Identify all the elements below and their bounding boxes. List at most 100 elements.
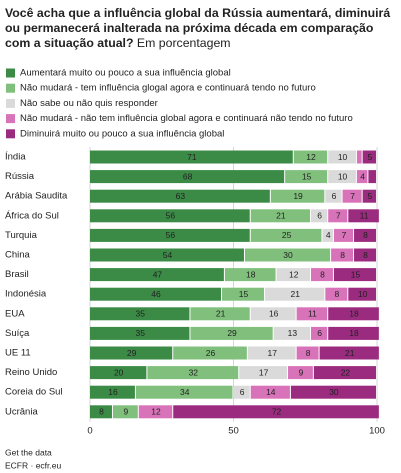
value-label: 29 <box>227 328 237 338</box>
value-label: 7 <box>336 211 341 221</box>
bar-segment <box>173 346 247 360</box>
value-label: 8 <box>306 348 311 358</box>
bar-segment <box>290 385 376 399</box>
bar-segment <box>331 248 354 262</box>
value-label: 8 <box>363 250 368 260</box>
value-label: 5 <box>367 152 372 162</box>
value-label: 6 <box>332 191 337 201</box>
legend-swatch <box>6 68 15 78</box>
bar-segment <box>90 326 190 340</box>
value-label: 10 <box>358 289 368 299</box>
bar-segment <box>90 307 190 321</box>
bar-segment <box>90 287 222 301</box>
bar-segment <box>222 287 265 301</box>
bar-segment <box>328 326 379 340</box>
bar-segment <box>296 307 328 321</box>
value-label: 9 <box>124 407 129 417</box>
bar-segment <box>293 150 328 164</box>
y-tick-label: Coreia do Sul <box>5 387 63 398</box>
value-label: 72 <box>272 407 282 417</box>
legend-swatch <box>6 114 15 124</box>
legend-label: Aumentará muito ou pouco a sua influênci… <box>20 68 231 79</box>
bar-segment <box>310 209 328 223</box>
chart-title: Você acha que a influência global da Rús… <box>5 6 391 50</box>
bar-segment <box>250 385 290 399</box>
y-tick-label: Brasil <box>5 269 29 280</box>
value-label: 15 <box>351 269 361 279</box>
value-label: 54 <box>163 250 173 260</box>
value-label: 20 <box>114 367 124 377</box>
bar-segment <box>319 346 379 360</box>
value-label: 15 <box>302 171 312 181</box>
bar-segment <box>250 307 296 321</box>
value-label: 11 <box>308 309 317 319</box>
bar-segment <box>135 385 233 399</box>
value-label: 22 <box>341 367 351 377</box>
value-label: 18 <box>246 269 256 279</box>
value-label: 10 <box>338 152 348 162</box>
value-label: 18 <box>349 309 359 319</box>
bar-segment <box>313 366 376 380</box>
value-label: 47 <box>153 269 163 279</box>
legend-label: Diminuirá muito ou pouco a sua influênci… <box>20 128 224 139</box>
value-label: 29 <box>127 348 137 358</box>
value-label: 9 <box>299 367 304 377</box>
value-label: 8 <box>99 407 104 417</box>
bar-segment <box>138 405 173 419</box>
legend-label: Não sabe ou não quis responder <box>20 98 158 109</box>
value-label: 21 <box>290 289 300 299</box>
bar-segment <box>328 209 348 223</box>
legend-swatch <box>6 129 15 139</box>
bar-segment <box>90 268 224 282</box>
bar-segment <box>368 170 376 184</box>
bar-segment <box>276 268 310 282</box>
value-label: 7 <box>342 230 347 240</box>
x-tick-label: 50 <box>228 425 239 436</box>
bar-segment <box>244 248 331 262</box>
bar-segment <box>342 189 362 203</box>
value-label: 7 <box>350 191 355 201</box>
bar-segment <box>322 228 333 242</box>
bar-segment <box>285 170 328 184</box>
header: Você acha que a influência global da Rús… <box>5 6 395 51</box>
bar-segment <box>348 287 376 301</box>
value-label: 56 <box>166 230 176 240</box>
bar-segment <box>325 189 342 203</box>
bar-segment <box>310 268 333 282</box>
value-label: 8 <box>334 289 339 299</box>
bar-segment <box>356 150 362 164</box>
bar-segment <box>247 346 296 360</box>
y-tick-label: EUA <box>5 308 25 319</box>
value-label: 16 <box>108 387 118 397</box>
bar-segment <box>356 170 368 184</box>
footer-source: ECFR · ecfr.eu <box>5 460 61 470</box>
value-label: 56 <box>166 211 176 221</box>
value-label: 6 <box>317 211 322 221</box>
bar-segment <box>250 209 310 223</box>
bar-segment <box>362 189 376 203</box>
legend-label: Não mudará - tem influência glogal agora… <box>20 83 316 94</box>
bar-segment <box>354 248 376 262</box>
value-label: 5 <box>367 191 372 201</box>
value-label: 12 <box>289 269 299 279</box>
legend-label: Não mudará - não tem influência global a… <box>20 113 353 124</box>
footer-link[interactable]: Get the data <box>5 447 52 457</box>
bar-segment <box>190 307 250 321</box>
value-label: 8 <box>340 250 345 260</box>
chart-subtitle: Em porcentagem <box>136 36 231 50</box>
value-label: 25 <box>282 230 292 240</box>
value-label: 71 <box>187 152 197 162</box>
value-label: 8 <box>363 230 368 240</box>
value-label: 4 <box>326 230 331 240</box>
value-label: 32 <box>189 367 199 377</box>
value-label: 6 <box>240 387 245 397</box>
bar-segment <box>296 346 319 360</box>
value-label: 4 <box>360 171 365 181</box>
value-label: 35 <box>135 328 145 338</box>
bar-segment <box>90 228 250 242</box>
legend-swatch <box>6 98 15 108</box>
value-label: 68 <box>183 171 193 181</box>
value-label: 8 <box>320 269 325 279</box>
